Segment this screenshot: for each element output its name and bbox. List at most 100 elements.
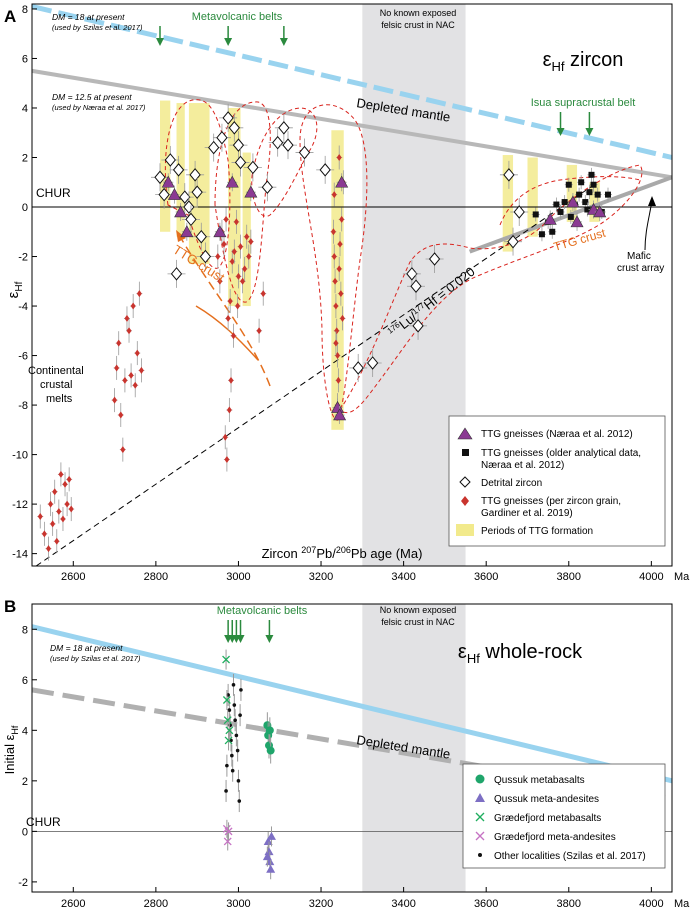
- gardiner-point: [116, 339, 122, 347]
- gardiner-point: [215, 253, 221, 261]
- gardiner-point: [41, 530, 47, 538]
- qussuk-andesite-point: [264, 847, 274, 856]
- y-tick-label: -12: [12, 499, 28, 511]
- y-tick-label: -2: [18, 877, 28, 889]
- x-tick-label: 3600: [474, 898, 498, 910]
- gardiner-point: [224, 456, 230, 464]
- legend-box: [448, 415, 666, 547]
- naeraa-point: [180, 225, 194, 238]
- gardiner-point: [138, 366, 144, 374]
- detrital-point: [428, 252, 441, 266]
- detrital-point: [191, 185, 203, 199]
- older-point: [565, 181, 572, 188]
- legend-square-icon: [462, 449, 469, 456]
- isua-arrow-head: [556, 128, 565, 136]
- legend-red-diamond-icon: [461, 496, 469, 506]
- legend-item-4: Grædefjord meta-andesites: [494, 832, 616, 843]
- y-axis-label: εHf: [5, 281, 25, 298]
- qussuk-andesite-point: [263, 836, 273, 845]
- legend: Qussuk metabasalts Qussuk meta-andesites…: [462, 763, 666, 869]
- red-field-outlines: [164, 99, 656, 421]
- gardiner-point: [128, 371, 134, 379]
- ttg-period-band: [188, 103, 210, 264]
- gardiner-point: [338, 290, 344, 298]
- detrital-point: [232, 138, 245, 152]
- gardiner-point: [223, 215, 229, 223]
- gardiner-point: [231, 248, 237, 256]
- axes: 2600 2800 3000 3200 3400 3600 3800 4000 Ma 8 6 4 2 0 -…: [18, 603, 690, 910]
- ttg-crust-curve: [195, 305, 259, 361]
- gardiner-point: [130, 302, 136, 310]
- metavolcanic-arrow-head: [236, 635, 245, 643]
- legend-item-3: Grædefjord metabasalts: [494, 813, 601, 824]
- graedefjord-andesite-point: [223, 837, 232, 846]
- detrital-point: [189, 168, 201, 182]
- other-point: [230, 753, 234, 758]
- dm125-source: (used by Næraa et al. 2017): [52, 103, 146, 112]
- no-crust-label-2: felsic crust in NAC: [381, 20, 455, 30]
- older-point: [567, 213, 574, 220]
- gardiner-point: [60, 515, 66, 523]
- legend-dot-icon: [478, 853, 482, 857]
- metavolcanic-arrow-head: [265, 635, 274, 643]
- naeraa-point: [543, 212, 557, 225]
- detrital-point: [154, 170, 166, 185]
- gardiner-point: [330, 228, 336, 236]
- gardiner-point: [337, 240, 343, 248]
- panel-b: B 2600 2800 3000 3200 3400 3600 3800 4000 Ma8642…: [2, 597, 690, 910]
- older-point: [590, 181, 597, 188]
- x-tick-label: 2600: [61, 898, 85, 910]
- graedefjord-basalt-point: [224, 736, 233, 745]
- dm18-line: [31, 624, 673, 784]
- detrital-point: [319, 163, 331, 177]
- detrital-point: [172, 163, 185, 177]
- metavolcanic-arrow-head: [279, 38, 288, 46]
- ttg-crust-arrow-line: [181, 239, 271, 387]
- continental-label-2: crustal: [40, 379, 72, 391]
- x-tick-label: 2600: [61, 571, 85, 583]
- naeraa-point: [570, 215, 584, 228]
- legend-item-2: Qussuk meta-andesites: [494, 794, 599, 805]
- x-axis-label: Zircon 207Pb/206Pb age (Ma): [262, 545, 423, 561]
- gardiner-point: [256, 327, 262, 335]
- other-point: [224, 789, 228, 793]
- gardiner-point: [56, 508, 62, 516]
- naeraa-point: [174, 205, 188, 218]
- y-tick-label: -10: [12, 450, 28, 462]
- older-point: [561, 199, 568, 206]
- other-point: [236, 779, 241, 783]
- older-point: [584, 206, 591, 213]
- annotation-arrows: [156, 26, 594, 136]
- detrital-point: [183, 200, 195, 214]
- x-tick-label: 2800: [144, 571, 168, 583]
- gardiner-point: [225, 314, 231, 322]
- metavolcanic-arrow-head: [224, 38, 233, 46]
- y-tick-label: 0: [22, 202, 28, 214]
- qussuk-andesite-point: [266, 831, 276, 840]
- gardiner-point: [331, 191, 337, 199]
- dm18-source: (used by Szilas et al. 2017): [50, 654, 141, 663]
- detrital-point: [352, 361, 364, 375]
- gardiner-point: [235, 302, 241, 310]
- other-point: [232, 703, 237, 707]
- gardiner-point: [221, 240, 227, 248]
- gardiner-point: [132, 381, 138, 389]
- gardiner-point: [334, 327, 340, 335]
- detrital-point: [234, 155, 247, 170]
- naeraa-point: [225, 175, 239, 188]
- gardiner-point: [339, 215, 345, 223]
- gardiner-point: [37, 512, 43, 520]
- other-point: [237, 799, 242, 803]
- red-field-outline-6: [499, 176, 641, 226]
- gardiner-point: [336, 265, 342, 273]
- detrital-point: [199, 249, 212, 264]
- x-tick-label: 3000: [226, 898, 250, 910]
- older-point: [553, 201, 560, 208]
- x-tick-label: 3600: [474, 571, 498, 583]
- dm18-line: [31, 4, 673, 160]
- ttg-crust-label-right: TTG crust: [552, 226, 608, 254]
- x-tick-label: 3200: [309, 571, 333, 583]
- gardiner-point: [248, 238, 254, 246]
- gardiner-point: [340, 314, 346, 322]
- gardiner-point: [136, 290, 142, 298]
